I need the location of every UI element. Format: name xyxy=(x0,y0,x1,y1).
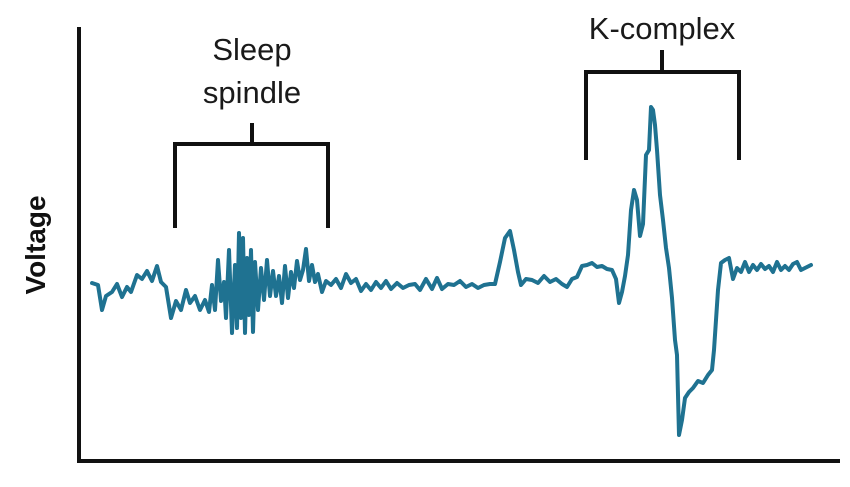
sleep-spindle-label-line2: spindle xyxy=(203,75,301,110)
axes xyxy=(77,27,840,463)
sleep-spindle-bracket xyxy=(173,123,330,228)
y-axis-label: Voltage xyxy=(20,195,51,294)
k-complex-annotation: K-complex xyxy=(584,11,741,160)
k-complex-bracket xyxy=(584,50,741,160)
sleep-spindle-annotation: Sleep spindle xyxy=(173,32,330,228)
k-complex-label: K-complex xyxy=(589,11,736,46)
eeg-trace xyxy=(90,105,813,437)
sleep-spindle-label-line1: Sleep xyxy=(212,32,291,67)
